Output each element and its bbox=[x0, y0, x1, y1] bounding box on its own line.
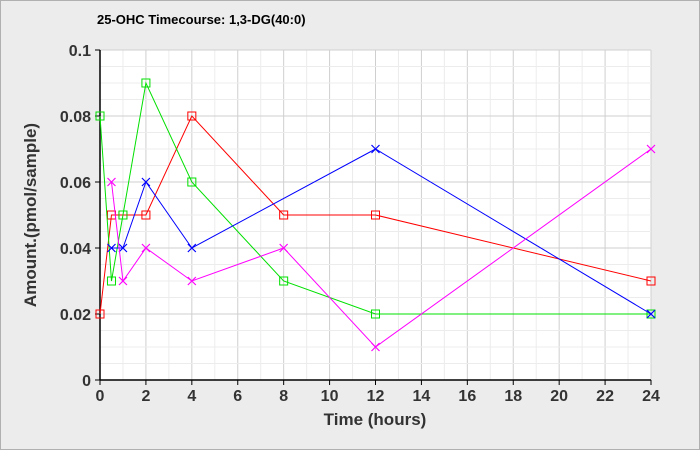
x-tick-label: 16 bbox=[458, 388, 476, 405]
y-tick-label: 0.08 bbox=[60, 109, 91, 126]
data-point-red bbox=[187, 111, 197, 121]
data-point-red bbox=[141, 210, 151, 220]
chart-title: 25-OHC Timecourse: 1,3-DG(40:0) bbox=[97, 12, 306, 27]
series-line-green bbox=[99, 81, 651, 315]
x-tick-label: 8 bbox=[279, 388, 288, 405]
y-tick-label: 0.04 bbox=[60, 241, 91, 258]
x-tick-label: 14 bbox=[413, 388, 431, 405]
y-tick-label: 0.02 bbox=[60, 307, 91, 324]
data-point-green bbox=[646, 309, 656, 319]
y-axis-label: Amount.(pmol/sample) bbox=[21, 123, 40, 307]
data-point-red bbox=[371, 210, 380, 220]
x-tick-label: 2 bbox=[141, 388, 150, 405]
y-tick-label: 0.06 bbox=[60, 175, 91, 192]
data-point-blue bbox=[107, 243, 116, 253]
x-tick-label: 12 bbox=[367, 388, 385, 405]
data-point-red bbox=[646, 276, 656, 286]
series-line-blue bbox=[111, 148, 652, 315]
y-tick-label: 0.1 bbox=[69, 43, 91, 60]
data-point-red bbox=[95, 309, 105, 319]
data-point-magenta bbox=[141, 243, 151, 253]
data-point-blue bbox=[187, 243, 197, 253]
x-tick-label: 0 bbox=[96, 388, 105, 405]
x-tick-label: 10 bbox=[321, 388, 339, 405]
data-point-blue bbox=[141, 177, 151, 187]
data-point-green bbox=[141, 78, 151, 88]
data-point-green bbox=[371, 309, 380, 319]
data-point-magenta bbox=[107, 177, 116, 187]
data-point-magenta bbox=[646, 144, 656, 154]
data-point-magenta bbox=[371, 342, 380, 352]
data-point-green bbox=[187, 177, 197, 187]
data-point-red bbox=[279, 210, 289, 220]
data-point-blue bbox=[371, 144, 380, 154]
x-tick-label: 20 bbox=[550, 388, 568, 405]
data-point-magenta bbox=[187, 276, 197, 286]
x-tick-label: 4 bbox=[187, 388, 196, 405]
x-tick-label: 18 bbox=[504, 388, 522, 405]
series-line-red bbox=[99, 115, 652, 315]
data-point-green bbox=[95, 111, 105, 121]
x-tick-label: 22 bbox=[596, 388, 614, 405]
data-point-green bbox=[279, 276, 289, 286]
data-point-blue bbox=[646, 309, 656, 319]
x-tick-label: 6 bbox=[233, 388, 242, 405]
data-point-green bbox=[118, 210, 128, 220]
x-tick-label: 24 bbox=[642, 388, 660, 405]
y-tick-label: 0 bbox=[82, 373, 91, 390]
data-point-green bbox=[106, 276, 116, 286]
x-axis-label: Time (hours) bbox=[324, 410, 427, 429]
data-point-magenta bbox=[118, 276, 128, 286]
data-point-magenta bbox=[279, 243, 289, 253]
data-point-blue bbox=[118, 243, 128, 253]
